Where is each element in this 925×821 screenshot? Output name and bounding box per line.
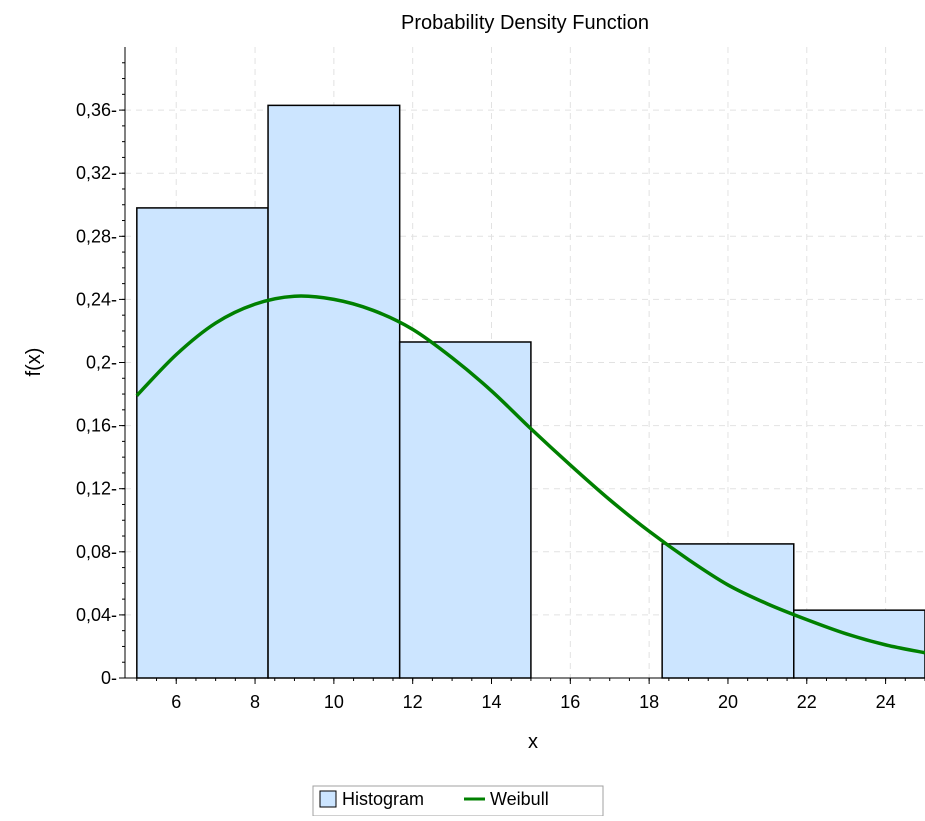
- y-tick-label-0: 0-: [101, 668, 117, 688]
- x-tick-label-6: 18: [639, 692, 659, 712]
- x-tick-label-3: 12: [403, 692, 423, 712]
- y-axis-label: f(x): [23, 348, 45, 377]
- histogram-bar-4: [661, 543, 795, 679]
- legend-weibull-label: Weibull: [490, 789, 549, 809]
- weibull-line-group: [135, 294, 925, 655]
- y-tick-label-9: 0,36-: [76, 100, 117, 120]
- legend: Histogram Weibull: [312, 785, 604, 817]
- y-axis-ticks: 0- 0,04- 0,08- 0,12- 0,16- 0,2- 0,24- 0,28- 0,32…: [76, 62, 125, 688]
- y-tick-label-5: 0,2-: [86, 353, 117, 373]
- x-tick-label-4: 14: [481, 692, 501, 712]
- x-tick-label-1: 8: [250, 692, 260, 712]
- x-tick-label-5: 16: [560, 692, 580, 712]
- histogram-bar-0: [136, 207, 269, 679]
- legend-frame: [312, 785, 604, 817]
- chart-title: Probability Density Function: [401, 12, 649, 34]
- x-tick-label-8: 22: [797, 692, 817, 712]
- x-axis-label: x: [528, 731, 538, 753]
- x-axis-ticks: 6 8 10 12 14 16 18 20 22 24: [136, 678, 925, 712]
- legend-histogram-label: Histogram: [342, 789, 424, 809]
- y-tick-label-7: 0,28-: [76, 226, 117, 246]
- x-tick-label-2: 10: [324, 692, 344, 712]
- x-tick-label-7: 20: [718, 692, 738, 712]
- histogram-bar-2: [398, 341, 532, 679]
- y-tick-label-8: 0,32-: [76, 163, 117, 183]
- weibull-line: [135, 294, 925, 655]
- histogram-bar-1: [267, 104, 401, 679]
- x-tick-label-9: 24: [876, 692, 896, 712]
- legend-histogram-swatch: [319, 790, 337, 808]
- y-tick-label-4: 0,16-: [76, 416, 117, 436]
- y-tick-label-3: 0,12-: [76, 479, 117, 499]
- y-tick-label-6: 0,24-: [76, 289, 117, 309]
- x-tick-label-0: 6: [171, 692, 181, 712]
- histogram-bars: [136, 104, 925, 679]
- y-tick-label-1: 0,04-: [76, 605, 117, 625]
- y-tick-label-2: 0,08-: [76, 542, 117, 562]
